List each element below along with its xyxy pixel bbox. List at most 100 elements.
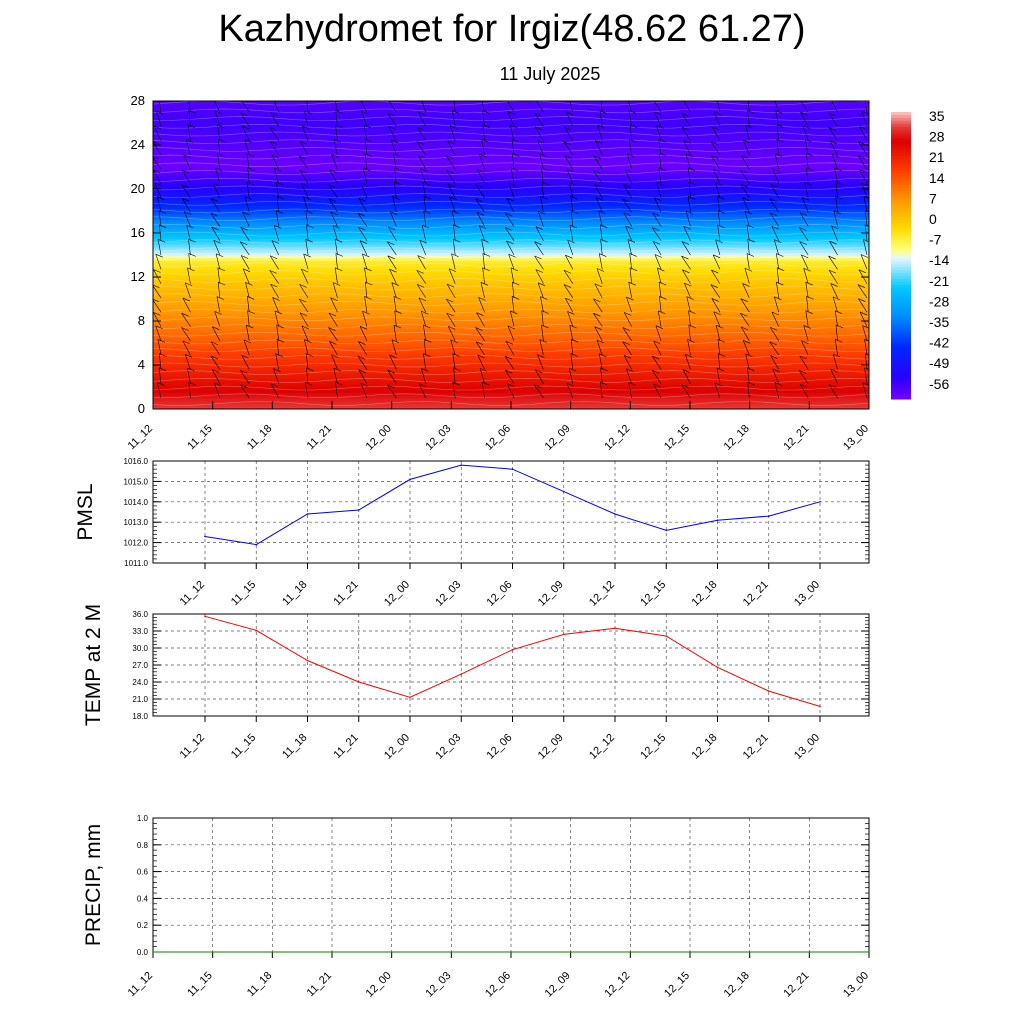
wind-barb bbox=[629, 267, 632, 284]
wind-barb bbox=[570, 210, 574, 227]
wind-barb-flag bbox=[715, 239, 723, 243]
wind-barb bbox=[859, 311, 868, 327]
wind-barb-flag bbox=[453, 238, 461, 243]
xtick-label: 11_15 bbox=[229, 732, 259, 762]
colorbar-cell bbox=[891, 179, 911, 183]
wind-barb bbox=[510, 267, 515, 284]
wind-barb bbox=[270, 283, 279, 299]
wind-barb-flag bbox=[539, 339, 547, 343]
wind-barb bbox=[158, 367, 162, 384]
wind-barb bbox=[657, 267, 662, 284]
wind-barb bbox=[393, 324, 397, 341]
wind-barb bbox=[269, 141, 279, 156]
wind-barb bbox=[389, 269, 397, 284]
wind-barb bbox=[475, 327, 485, 341]
contour-line bbox=[153, 293, 869, 298]
wind-barb bbox=[711, 155, 721, 170]
wind-barb bbox=[332, 282, 338, 298]
colorbar-cell bbox=[891, 369, 911, 374]
heatmap-band bbox=[153, 290, 869, 295]
wind-barb bbox=[600, 101, 603, 113]
colorbar-label: 21 bbox=[929, 149, 945, 165]
wind-barb bbox=[659, 296, 662, 313]
heatmap-xtick-label: 11_18 bbox=[245, 423, 275, 453]
wind-barb bbox=[715, 325, 721, 341]
wind-barb bbox=[242, 126, 250, 141]
wind-barb bbox=[361, 111, 368, 127]
wind-barb bbox=[681, 384, 691, 399]
wind-barb-flag bbox=[158, 210, 167, 214]
series-point bbox=[665, 529, 668, 532]
wind-barb bbox=[717, 224, 721, 241]
wind-barb bbox=[715, 239, 721, 256]
wind-barb bbox=[271, 154, 279, 170]
wind-barb bbox=[597, 125, 603, 141]
wind-barb bbox=[362, 253, 368, 270]
panel-frame bbox=[152, 613, 870, 717]
wind-barb bbox=[800, 112, 809, 127]
wind-barb bbox=[447, 140, 456, 156]
colorbar-cell bbox=[891, 334, 911, 338]
wind-barb-flag bbox=[391, 282, 399, 286]
wind-barb-flag bbox=[535, 226, 544, 230]
wind-barb-flag bbox=[836, 101, 838, 102]
series-point bbox=[614, 513, 616, 515]
wind-barb bbox=[482, 124, 485, 141]
wind-barb-flag bbox=[393, 324, 402, 329]
wind-barb-flag bbox=[505, 212, 513, 217]
xtick-label: 12_12 bbox=[602, 970, 632, 1000]
wind-barb bbox=[418, 297, 427, 313]
wind-barb-flag bbox=[453, 96, 460, 99]
heatmap-band bbox=[153, 109, 869, 113]
wind-barb-flag bbox=[747, 110, 755, 114]
wind-barb bbox=[299, 312, 309, 327]
heatmap-band bbox=[153, 301, 869, 306]
wind-barb-flag bbox=[657, 267, 665, 272]
wind-barb bbox=[387, 112, 397, 127]
wind-barb bbox=[565, 111, 574, 127]
wind-barb-flag bbox=[804, 181, 812, 186]
wind-barb bbox=[240, 112, 250, 127]
colorbar-cell bbox=[891, 378, 911, 382]
wind-barb bbox=[188, 382, 191, 399]
ytick-label: 0.0 bbox=[137, 948, 149, 957]
wind-barb-flag bbox=[276, 324, 284, 329]
heatmap-ytick-label: 12 bbox=[131, 269, 145, 284]
wind-barb bbox=[331, 354, 338, 370]
wind-barb bbox=[801, 340, 809, 356]
wind-barb bbox=[592, 170, 603, 184]
wind-barb-flag bbox=[593, 183, 602, 188]
wind-barb-flag bbox=[155, 325, 163, 329]
wind-barb bbox=[656, 125, 662, 141]
wind-barb-flag bbox=[243, 339, 252, 344]
wind-barb bbox=[828, 255, 838, 270]
wind-barb bbox=[423, 339, 427, 356]
wind-barb bbox=[747, 382, 750, 399]
wind-barb bbox=[831, 101, 838, 113]
wind-barb-flag bbox=[770, 212, 778, 217]
wind-barb-flag bbox=[832, 153, 840, 158]
wind-barb-flag bbox=[157, 196, 165, 200]
wind-barb-flag bbox=[423, 195, 432, 200]
wind-barb bbox=[510, 167, 515, 184]
wind-barb bbox=[212, 183, 221, 198]
wind-barb-flag bbox=[688, 196, 696, 200]
wind-barb-flag bbox=[387, 112, 395, 117]
colorbar-cell bbox=[891, 267, 911, 271]
wind-barb bbox=[717, 101, 721, 113]
series-point bbox=[409, 478, 411, 481]
wind-barb bbox=[446, 170, 456, 184]
contour-line bbox=[153, 370, 869, 375]
heatmap-xtick-label: 11_12 bbox=[126, 423, 156, 453]
wind-barb bbox=[658, 281, 662, 298]
wind-barb bbox=[829, 140, 838, 156]
heatmap-ytick-label: 24 bbox=[131, 137, 145, 152]
colorbar-cell bbox=[891, 360, 911, 365]
y-axis-title: TEMP at 2 M bbox=[82, 604, 105, 726]
wind-barb-flag bbox=[155, 253, 163, 258]
wind-barb bbox=[599, 224, 603, 241]
wind-barb bbox=[159, 101, 162, 113]
wind-barb bbox=[622, 341, 632, 356]
wind-barb bbox=[658, 167, 662, 184]
ytick-label: 33.0 bbox=[132, 627, 148, 636]
